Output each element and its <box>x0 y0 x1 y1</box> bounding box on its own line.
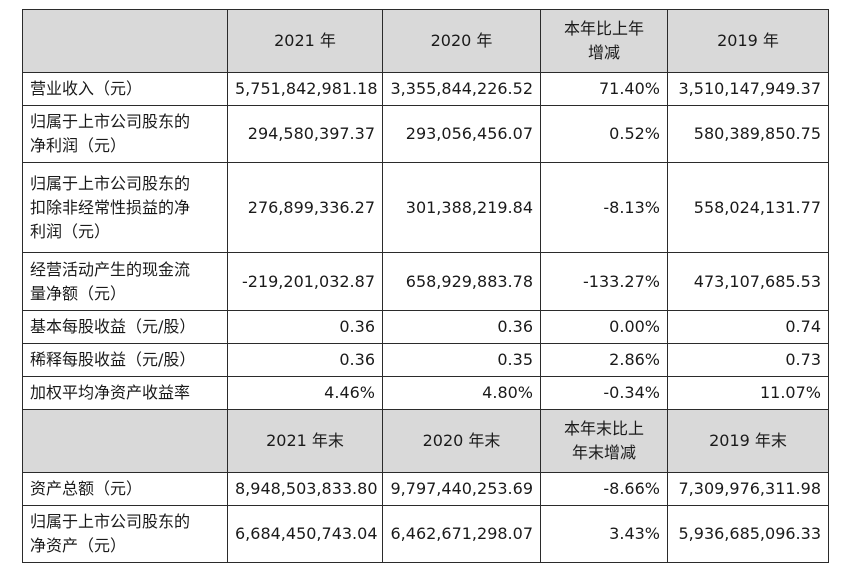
cell-value: 4.46% <box>227 376 383 410</box>
cell-value: 3,510,147,949.37 <box>667 72 829 106</box>
cell-value: 473,107,685.53 <box>667 252 829 311</box>
cell-value: 0.73 <box>667 343 829 377</box>
table-row: 基本每股收益（元/股） 0.36 0.36 0.00% 0.74 <box>22 310 829 344</box>
cell-value: -8.66% <box>540 472 668 506</box>
table-row: 归属于上市公司股东的 净利润（元） 294,580,397.37 293,056,… <box>22 105 829 163</box>
header-yoy-change: 本年比上年 增减 <box>540 9 668 73</box>
row-label-total-assets: 资产总额（元） <box>22 472 228 506</box>
header-2021: 2021 年 <box>227 9 383 73</box>
cell-value: 3.43% <box>540 505 668 563</box>
header-year-end-change: 本年末比上 年末增减 <box>540 409 668 473</box>
cell-value: 8,948,503,833.80 <box>227 472 383 506</box>
row-label-diluted-eps: 稀释每股收益（元/股） <box>22 343 228 377</box>
table-row: 营业收入（元） 5,751,842,981.18 3,355,844,226.5… <box>22 72 829 106</box>
cell-value: 0.52% <box>540 105 668 163</box>
header-empty-cell <box>22 409 228 473</box>
table-row: 加权平均净资产收益率 4.46% 4.80% -0.34% 11.07% <box>22 376 829 410</box>
cell-value: 9,797,440,253.69 <box>382 472 541 506</box>
row-label-revenue: 营业收入（元） <box>22 72 228 106</box>
row-label-operating-cash-flow: 经营活动产生的现金流 量净额（元） <box>22 252 228 311</box>
cell-value: 276,899,336.27 <box>227 162 383 253</box>
table-row: 归属于上市公司股东的 净资产（元） 6,684,450,743.04 6,462,… <box>22 505 829 563</box>
cell-value: 7,309,976,311.98 <box>667 472 829 506</box>
cell-value: 71.40% <box>540 72 668 106</box>
cell-value: -219,201,032.87 <box>227 252 383 311</box>
cell-value: 2.86% <box>540 343 668 377</box>
row-label-roe: 加权平均净资产收益率 <box>22 376 228 410</box>
header-2019: 2019 年 <box>667 9 829 73</box>
table-row: 资产总额（元） 8,948,503,833.80 9,797,440,253.6… <box>22 472 829 506</box>
header-empty-cell <box>22 9 228 73</box>
header-row-year-end: 2021 年末 2020 年末 本年末比上 年末增减 2019 年末 <box>22 409 829 473</box>
header-2021-year-end: 2021 年末 <box>227 409 383 473</box>
header-row-annual: 2021 年 2020 年 本年比上年 增减 2019 年 <box>22 9 829 73</box>
header-yoy-line-1: 本年比上年 <box>563 19 644 38</box>
cell-value: 0.74 <box>667 310 829 344</box>
cell-value: 4.80% <box>382 376 541 410</box>
cell-value: 0.36 <box>227 343 383 377</box>
table-row: 稀释每股收益（元/股） 0.36 0.35 2.86% 0.73 <box>22 343 829 377</box>
header-year-end-line-2: 年末增减 <box>571 443 636 462</box>
cell-value: 6,684,450,743.04 <box>227 505 383 563</box>
cell-value: 658,929,883.78 <box>382 252 541 311</box>
table-row: 归属于上市公司股东的 扣除非经常性损益的净 利润（元） 276,899,336.27… <box>22 162 829 253</box>
header-2020-year-end: 2020 年末 <box>382 409 541 473</box>
row-label-basic-eps: 基本每股收益（元/股） <box>22 310 228 344</box>
cell-value: 0.36 <box>227 310 383 344</box>
header-2019-year-end: 2019 年末 <box>667 409 829 473</box>
cell-value: 558,024,131.77 <box>667 162 829 253</box>
cell-value: 6,462,671,298.07 <box>382 505 541 563</box>
row-label-net-assets: 归属于上市公司股东的 净资产（元） <box>22 505 228 563</box>
financial-summary-table: 2021 年 2020 年 本年比上年 增减 2019 年 营业收入（元） 5,… <box>22 9 829 563</box>
header-yoy-line-2: 增减 <box>587 43 620 62</box>
cell-value: 0.35 <box>382 343 541 377</box>
cell-value: 5,751,842,981.18 <box>227 72 383 106</box>
table-row: 经营活动产生的现金流 量净额（元） -219,201,032.87 658,929… <box>22 252 829 311</box>
cell-value: -8.13% <box>540 162 668 253</box>
cell-value: -133.27% <box>540 252 668 311</box>
cell-value: 5,936,685,096.33 <box>667 505 829 563</box>
cell-value: 301,388,219.84 <box>382 162 541 253</box>
cell-value: 294,580,397.37 <box>227 105 383 163</box>
cell-value: 3,355,844,226.52 <box>382 72 541 106</box>
header-year-end-line-1: 本年末比上 <box>563 419 644 438</box>
row-label-net-profit: 归属于上市公司股东的 净利润（元） <box>22 105 228 163</box>
cell-value: -0.34% <box>540 376 668 410</box>
cell-value: 0.36 <box>382 310 541 344</box>
cell-value: 11.07% <box>667 376 829 410</box>
row-label-adjusted-net-profit: 归属于上市公司股东的 扣除非经常性损益的净 利润（元） <box>22 162 228 253</box>
header-2020: 2020 年 <box>382 9 541 73</box>
cell-value: 580,389,850.75 <box>667 105 829 163</box>
cell-value: 0.00% <box>540 310 668 344</box>
cell-value: 293,056,456.07 <box>382 105 541 163</box>
